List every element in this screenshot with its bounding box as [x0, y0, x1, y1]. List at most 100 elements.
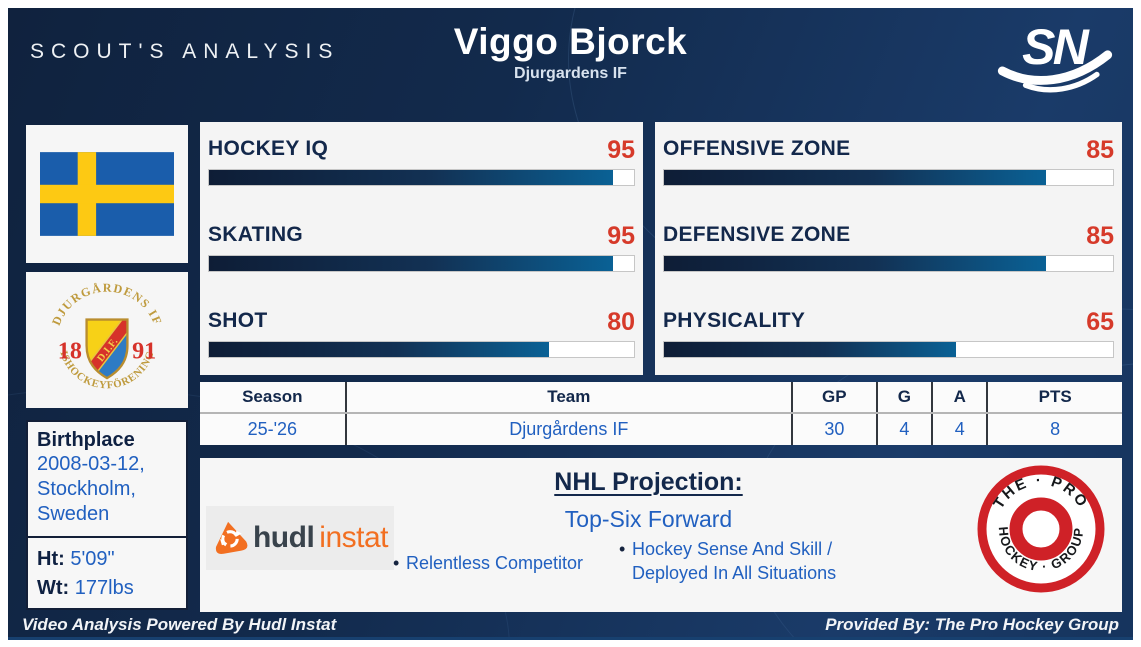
- skill-label: SKATING: [208, 223, 304, 246]
- birthplace-label: Birthplace: [37, 429, 135, 451]
- season-col-header: G: [875, 382, 933, 414]
- birthplace-value: 2008-03-12, Stockholm, Sweden: [37, 453, 145, 526]
- measurements-section: Ht: 5'09" Wt: 177lbs: [28, 538, 186, 600]
- bullet-text: Hockey Sense And Skill / Deployed In All…: [632, 539, 837, 584]
- skill-row: PHYSICALITY 65: [663, 309, 1114, 358]
- hudl-instat-icon: [215, 521, 248, 554]
- sportsnet-swoosh: [997, 50, 1113, 85]
- skill-value: 95: [607, 135, 635, 164]
- projection-bullet: • Hockey Sense And Skill / Deployed In Al…: [619, 537, 904, 586]
- season-col-header: GP: [790, 382, 877, 414]
- skill-label: OFFENSIVE ZONE: [663, 137, 851, 160]
- weight-label: Wt:: [37, 577, 70, 599]
- season-cell: 30: [790, 412, 877, 445]
- skill-value: 65: [1086, 307, 1114, 336]
- skill-bar-track: [208, 255, 635, 272]
- player-name: Viggo Bjorck: [453, 21, 688, 62]
- skill-value: 80: [607, 307, 635, 336]
- season-cell: 4: [875, 412, 933, 445]
- season-col-header: Season: [200, 382, 346, 414]
- skills-panel-right: OFFENSIVE ZONE 85 DEFENSIVE ZONE 85 PHYSICAL…: [655, 122, 1122, 375]
- bullet-text: Relentless Competitor: [405, 553, 584, 573]
- footer-bar: Video Analysis Powered By Hudl Instat Pr…: [8, 612, 1133, 640]
- skill-bar-fill: [664, 342, 956, 357]
- height-label: Ht:: [37, 548, 65, 570]
- season-col-header: PTS: [986, 382, 1122, 414]
- season-cell: Djurgårdens IF: [344, 412, 792, 445]
- projection-content: NHL Projection: Top-Six Forward • Relentl…: [390, 468, 907, 586]
- instat-logo-text: instat: [319, 521, 389, 554]
- skill-row: DEFENSIVE ZONE 85: [663, 223, 1114, 272]
- skill-row-head: PHYSICALITY 65: [663, 307, 1114, 336]
- season-cell: 25-'26: [247, 418, 298, 439]
- sweden-flag-icon: [40, 152, 174, 236]
- skill-bar-fill: [209, 170, 613, 185]
- skill-row: SHOT 80: [208, 309, 635, 358]
- season-col-header: A: [931, 382, 988, 414]
- sportsnet-logo-icon: SN: [997, 19, 1113, 93]
- kicker-label: SCOUT'S ANALYSIS: [30, 40, 340, 63]
- skills-panel-left: HOCKEY IQ 95 SKATING 95 SHOT 80: [200, 122, 643, 375]
- bio-box: Birthplace 2008-03-12, Stockholm, Sweden…: [26, 420, 188, 610]
- player-team: Djurgardens IF: [514, 64, 627, 82]
- djurgardens-crest-icon: DJURGÅRDENS IF ISHOCKEYFÖRENING 18 91 D.…: [49, 281, 164, 392]
- skill-bar-track: [663, 169, 1114, 186]
- hudl-logo-text: hudl: [252, 521, 315, 554]
- season-table-header-row: Season Team GP G A PTS: [200, 382, 1122, 414]
- skills-section: HOCKEY IQ 95 SKATING 95 SHOT 80 OFFENSIVE ZON…: [200, 122, 1122, 375]
- season-table-wrap: Season Team GP G A PTS 25-'26 Djurgårdens IF 30 4…: [200, 382, 1122, 445]
- scout-card: SCOUT'S ANALYSIS Viggo Bjorck Djurgarden…: [8, 8, 1133, 640]
- hudl-instat-logo: hudl instat: [206, 506, 394, 570]
- height-row: Ht: 5'09": [37, 548, 177, 571]
- skill-row-head: HOCKEY IQ 95: [208, 135, 635, 164]
- weight-row: Wt: 177lbs: [37, 577, 177, 600]
- skill-bar-track: [208, 341, 635, 358]
- skill-row-head: SHOT 80: [208, 307, 635, 336]
- skill-label: HOCKEY IQ: [208, 137, 329, 160]
- birthplace-section: Birthplace 2008-03-12, Stockholm, Sweden: [28, 422, 186, 538]
- skill-value: 85: [1086, 221, 1114, 250]
- skill-row: HOCKEY IQ 95: [208, 137, 635, 186]
- projection-bullets: • Relentless Competitor • Hockey Sense And …: [390, 535, 907, 586]
- season-col-header: Team: [344, 382, 792, 414]
- sportsnet-swoosh-small: [1022, 71, 1100, 93]
- title-block: Viggo Bjorck Djurgardens IF: [208, 21, 933, 83]
- season-table-row: 25-'26 Djurgårdens IF 30 4 4 8: [200, 412, 1122, 445]
- footer-right-credit: Provided By: The Pro Hockey Group: [825, 614, 1119, 634]
- height-value: 5'09": [70, 548, 115, 570]
- skill-bar-fill: [209, 342, 549, 357]
- bullet-dot: •: [392, 553, 400, 573]
- projection-title: NHL Projection:: [554, 468, 743, 496]
- skill-row: SKATING 95: [208, 223, 635, 272]
- skill-bar-fill: [209, 256, 613, 271]
- projection-role: Top-Six Forward: [564, 506, 733, 532]
- crest-box: DJURGÅRDENS IF ISHOCKEYFÖRENING 18 91 D.…: [26, 272, 188, 408]
- skill-label: PHYSICALITY: [663, 309, 806, 332]
- skill-bar-fill: [664, 170, 1046, 185]
- bullet-dot: •: [619, 539, 626, 559]
- skill-row: OFFENSIVE ZONE 85: [663, 137, 1114, 186]
- skill-bar-track: [663, 255, 1114, 272]
- crest-year-left: 18: [58, 338, 82, 365]
- skill-row-head: OFFENSIVE ZONE 85: [663, 135, 1114, 164]
- footer-left-credit: Video Analysis Powered By Hudl Instat: [22, 614, 337, 634]
- skill-label: SHOT: [208, 309, 268, 332]
- flag-box: [26, 125, 188, 263]
- weight-value: 177lbs: [74, 577, 134, 599]
- projection-box: hudl instat NHL Projection: Top-Six Forwa…: [200, 458, 1122, 612]
- sportsnet-logo-text: SN: [1022, 19, 1090, 75]
- skill-row-head: DEFENSIVE ZONE 85: [663, 221, 1114, 250]
- crest-year-right: 91: [132, 338, 156, 365]
- skill-bar-track: [663, 341, 1114, 358]
- pro-hockey-group-logo-icon: THE · PRO HOCKEY · GROUP: [977, 465, 1105, 593]
- skill-value: 85: [1086, 135, 1114, 164]
- skill-bar-track: [208, 169, 635, 186]
- skill-row-head: SKATING 95: [208, 223, 635, 248]
- skill-bar-fill: [664, 256, 1046, 271]
- season-cell: 8: [986, 412, 1122, 445]
- season-stats-table: Season Team GP G A PTS 25-'26 Djurgårdens IF 30 4…: [200, 382, 1122, 445]
- skill-label: DEFENSIVE ZONE: [663, 223, 851, 246]
- projection-bullet: • Relentless Competitor: [393, 551, 583, 575]
- season-cell: 4: [931, 412, 988, 445]
